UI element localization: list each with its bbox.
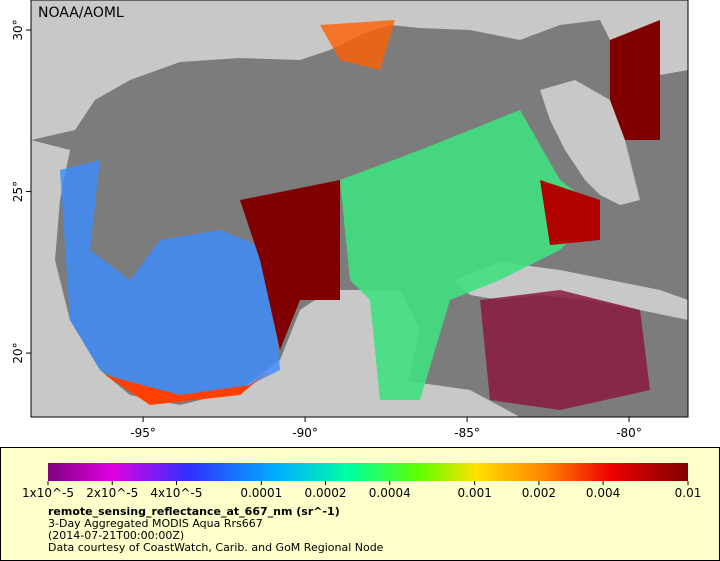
caption-variable: remote_sensing_reflectance_at_667_nm (sr… [48,505,340,518]
colorbar-tick-label: 0.002 [522,486,556,500]
colorbar [48,463,688,481]
x-tick-label: -95° [130,426,156,440]
caption-line: (2014-07-21T00:00:00Z) [48,529,184,542]
mexico [31,140,420,417]
colorbar-tick-label: 0.0001 [240,486,282,500]
x-tick-label: -80° [616,426,642,440]
data-delta [320,20,395,70]
colorbar-tick-label: 0.0002 [305,486,347,500]
y-tick-label: 25° [11,181,25,202]
florida [540,80,640,205]
data-atlantic [610,20,660,140]
land-north [31,0,688,140]
central-america [330,380,520,417]
data-west [60,160,280,395]
colorbar-tick-label: 1x10^-5 [22,486,74,500]
data-east [340,110,600,400]
data-caribbean [480,290,650,410]
x-tick-label: -85° [454,426,480,440]
y-tick-label: 20° [11,342,25,363]
colorbar-tick-label: 0.0004 [369,486,411,500]
data-campeche [105,370,270,405]
map [31,0,688,417]
caption-line: 3-Day Aggregated MODIS Aqua Rrs667 [48,517,263,530]
caption-line: Data courtesy of CoastWatch, Carib. and … [48,541,384,554]
cuba [455,262,688,320]
x-tick-label: -90° [292,426,318,440]
colorbar-tick-label: 4x10^-5 [150,486,202,500]
data-keys [540,180,600,245]
colorbar-tick-label: 0.004 [586,486,620,500]
watermark: NOAA/AOML [38,5,124,21]
colorbar-tick-label: 0.01 [675,486,702,500]
colorbar-tick-label: 0.001 [457,486,491,500]
map-frame [30,0,689,418]
data-central [240,180,340,350]
colorbar-tick-label: 2x10^-5 [86,486,138,500]
y-tick-label: 30° [11,19,25,40]
